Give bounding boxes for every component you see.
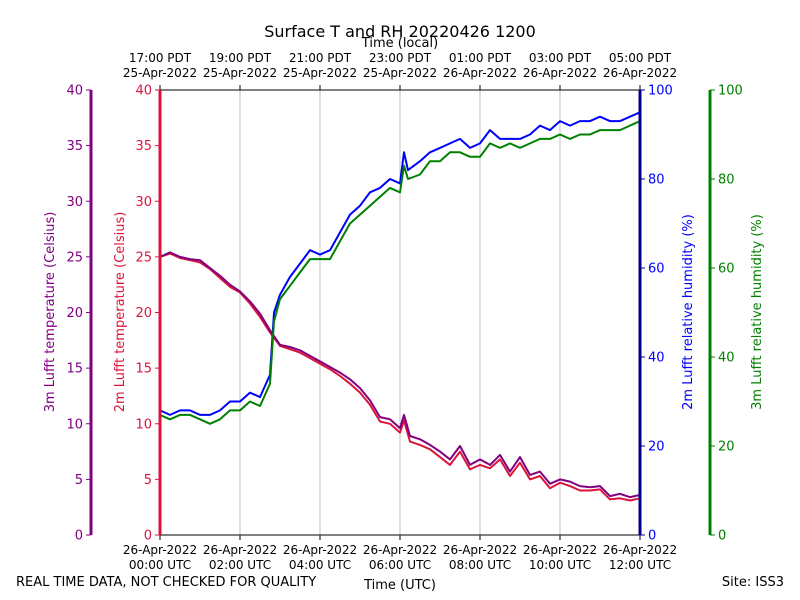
x-tick-label-local-date: 25-Apr-2022 [283, 66, 357, 80]
series-line-rh3m [159, 120, 641, 425]
temp3m-tick-label: 15 [66, 362, 83, 377]
x-tick-label-utc-time: 10:00 UTC [529, 558, 591, 572]
x-tick-label-local-time: 01:00 PDT [449, 51, 512, 65]
rh3m-tick-label: 20 [718, 440, 735, 455]
rh3m-tick-label: 100 [718, 84, 743, 99]
x-tick-label-local-date: 25-Apr-2022 [363, 66, 437, 80]
temp2m-tick-label: 5 [144, 473, 152, 488]
x-tick-label-local-time: 05:00 PDT [609, 51, 672, 65]
top-axis-label: Time (local) [361, 36, 438, 51]
x-tick-label-local-date: 25-Apr-2022 [123, 66, 197, 80]
x-tick-label-utc-time: 00:00 UTC [129, 558, 191, 572]
quality-disclaimer: REAL TIME DATA, NOT CHECKED FOR QUALITY [16, 575, 317, 590]
x-tick-label-utc-time: 06:00 UTC [369, 558, 431, 572]
x-tick-label-utc-date: 26-Apr-2022 [123, 543, 197, 557]
temp3m-tick-label: 35 [66, 139, 83, 154]
rh2m-axis-label: 2m Lufft relative humidity (%) [681, 214, 696, 410]
x-tick-label-utc-time: 04:00 UTC [289, 558, 351, 572]
x-tick-label-utc-date: 26-Apr-2022 [523, 543, 597, 557]
temp3m-tick-label: 10 [66, 417, 83, 432]
x-tick-label-local-time: 21:00 PDT [289, 51, 352, 65]
rh3m-axis-label: 3m Lufft relative humidity (%) [750, 214, 765, 410]
temp2m-tick-label: 0 [144, 529, 152, 544]
x-tick-label-local-time: 17:00 PDT [129, 51, 192, 65]
rh2m-tick-label: 0 [648, 529, 656, 544]
x-tick-label-utc-date: 26-Apr-2022 [603, 543, 677, 557]
temp3m-tick-label: 0 [75, 529, 83, 544]
x-tick-label-local-date: 26-Apr-2022 [603, 66, 677, 80]
x-tick-label-utc-time: 02:00 UTC [209, 558, 271, 572]
temp2m-tick-label: 30 [135, 195, 152, 210]
temp2m-tick-label: 40 [135, 84, 152, 99]
x-tick-label-utc-date: 26-Apr-2022 [363, 543, 437, 557]
rh2m-tick-label: 20 [648, 440, 665, 455]
series-line-temp3m [159, 251, 641, 499]
site-label: Site: ISS3 [721, 575, 784, 590]
temp2m-tick-label: 35 [135, 139, 152, 154]
x-tick-label-utc-date: 26-Apr-2022 [283, 543, 357, 557]
x-tick-label-local-date: 26-Apr-2022 [523, 66, 597, 80]
x-tick-label-local-time: 23:00 PDT [369, 51, 432, 65]
x-tick-label-local-time: 03:00 PDT [529, 51, 592, 65]
temp2m-tick-label: 15 [135, 362, 152, 377]
x-axis-label: Time (UTC) [363, 578, 436, 593]
x-tick-label-local-date: 25-Apr-2022 [203, 66, 277, 80]
temp3m-axis-label: 3m Lufft temperature (Celsius) [43, 212, 58, 413]
labels: Surface T and RH 20220426 1200 Time (loc… [43, 22, 765, 593]
x-tick-label-utc-time: 08:00 UTC [449, 558, 511, 572]
rh3m-tick-label: 40 [718, 351, 735, 366]
x-tick-label-utc-date: 26-Apr-2022 [203, 543, 277, 557]
temp3m-tick-label: 40 [66, 84, 83, 99]
temp3m-tick-label: 30 [66, 195, 83, 210]
rh2m-tick-label: 40 [648, 351, 665, 366]
temp2m-axis-label: 2m Lufft temperature (Celsius) [113, 212, 128, 413]
rh3m-tick-label: 0 [718, 529, 726, 544]
temp3m-tick-label: 25 [66, 250, 83, 265]
series-line-rh2m [159, 111, 641, 416]
series-lines [159, 111, 641, 502]
x-tick-label-local-date: 26-Apr-2022 [443, 66, 517, 80]
rh2m-tick-label: 100 [648, 84, 673, 99]
temp2m-tick-label: 10 [135, 417, 152, 432]
rh2m-tick-label: 80 [648, 173, 665, 188]
x-tick-label-utc-time: 12:00 UTC [609, 558, 671, 572]
temp3m-tick-label: 5 [75, 473, 83, 488]
x-tick-label-local-time: 19:00 PDT [209, 51, 272, 65]
rh3m-tick-label: 80 [718, 173, 735, 188]
temp3m-tick-label: 20 [66, 306, 83, 321]
rh2m-tick-label: 60 [648, 262, 665, 277]
chart-title: Surface T and RH 20220426 1200 [264, 22, 536, 41]
temp2m-tick-label: 20 [135, 306, 152, 321]
temp2m-tick-label: 25 [135, 250, 152, 265]
rh3m-tick-label: 60 [718, 262, 735, 277]
x-tick-label-utc-date: 26-Apr-2022 [443, 543, 517, 557]
grid-lines [239, 90, 561, 535]
